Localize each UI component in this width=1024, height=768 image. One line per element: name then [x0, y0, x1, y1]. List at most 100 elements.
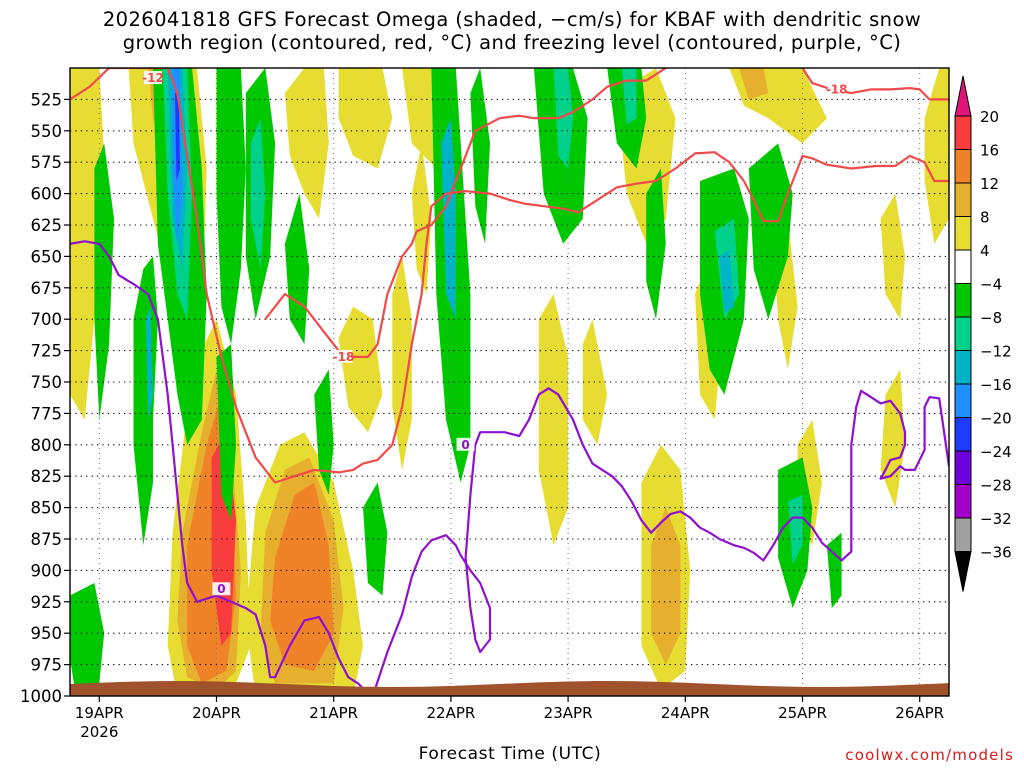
- x-tick-label-26APR: 26APR: [895, 704, 944, 722]
- colorbar-bin-3: [954, 216, 972, 251]
- y-tick-label-750: 750: [31, 373, 63, 392]
- omega-region-16: [338, 306, 383, 433]
- x-axis-label: Forecast Time (UTC): [418, 744, 602, 764]
- colorbar-label-9: −20: [980, 410, 1012, 428]
- ground-polygon: [70, 681, 949, 696]
- source-credit: coolwx.com/models: [845, 746, 1014, 764]
- colorbar-bin-7: [954, 350, 972, 385]
- colorbar-bin-11: [954, 484, 972, 519]
- colorbar-label-4: 4: [980, 242, 990, 260]
- omega-region-31: [70, 583, 105, 690]
- colorbar-top-triangle: [954, 75, 972, 117]
- colorbar-bin-0: [954, 115, 972, 150]
- dgz-contour-label-1: -18: [333, 350, 355, 364]
- y-tick-label-825: 825: [31, 467, 63, 486]
- colorbar: 20 16 12 8 4 −4 −8 −12 −16 −20 −24 −28 −32 −36: [954, 75, 1012, 592]
- dgz-contour-label-0: -12: [142, 71, 164, 85]
- omega-region-61: [363, 482, 388, 596]
- omega-region-56: [719, 250, 735, 313]
- colorbar-label-2: 12: [980, 175, 999, 193]
- x-tick-label-20APR: 20APR: [192, 704, 241, 722]
- freezing-contour-label-bg-0: [212, 582, 231, 596]
- omega-region-22: [651, 507, 681, 665]
- omega-region-11: [270, 482, 334, 671]
- title-line-2: growth region (contoured, red, °C) and f…: [122, 31, 902, 54]
- colorbar-label-10: −24: [980, 443, 1012, 461]
- grid-lines: [70, 68, 949, 696]
- colorbar-bin-2: [954, 182, 972, 217]
- x-tick-label-23APR: 23APR: [544, 704, 593, 722]
- omega-region-24: [739, 68, 769, 100]
- omega-shading: [70, 68, 949, 696]
- colorbar-bin-1: [954, 149, 972, 184]
- y-tick-label-775: 775: [31, 404, 63, 423]
- x-tick-label-19APR: 19APR: [75, 704, 124, 722]
- dgz-contour-label-2: -18: [826, 82, 848, 96]
- y-tick-label-700: 700: [31, 310, 63, 329]
- y-tick-label-675: 675: [31, 279, 63, 298]
- dgz-contours: -12 -18 -18: [70, 68, 949, 484]
- freezing-level-contours: 00: [70, 240, 949, 696]
- omega-region-32: [94, 143, 114, 420]
- colorbar-label-1: 16: [980, 142, 999, 160]
- colorbar-bin-9: [954, 417, 972, 452]
- y-tick-label-975: 975: [31, 656, 63, 675]
- colorbar-label-3: 8: [980, 209, 990, 227]
- freezing-contour-label-0: 0: [217, 582, 225, 596]
- omega-region-62: [646, 168, 666, 320]
- omega-region-17: [392, 256, 412, 470]
- x-tick-label-22APR: 22APR: [426, 704, 475, 722]
- y-tick-label-850: 850: [31, 499, 63, 518]
- chart-title: 2026041818 GFS Forecast Omega (shaded, −…: [0, 8, 1024, 54]
- omega-region-49: [470, 68, 490, 244]
- dgz-contour-label-bg-0: [144, 71, 163, 85]
- colorbar-bin-4: [954, 249, 972, 284]
- dgz-contour-label-bg-2: [827, 82, 846, 96]
- colorbar-label-8: −16: [980, 376, 1012, 394]
- freezing-contour-line-0: [70, 240, 369, 695]
- colorbar-label-5: −4: [980, 276, 1002, 294]
- y-tick-label-900: 900: [31, 561, 63, 580]
- x-tick-label-25APR: 25APR: [778, 704, 827, 722]
- y-tick-label-625: 625: [31, 216, 63, 235]
- y-tick-label-550: 550: [31, 122, 63, 141]
- omega-region-48: [441, 118, 456, 320]
- omega-region-28: [880, 193, 905, 320]
- omega-region-46: [314, 369, 334, 495]
- freezing-contour-label-bg-1: [456, 437, 475, 451]
- title-line-1: 2026041818 GFS Forecast Omega (shaded, −…: [102, 8, 922, 31]
- y-tick-label-725: 725: [31, 342, 63, 361]
- y-tick-label-950: 950: [31, 624, 63, 643]
- y-tick-label-800: 800: [31, 436, 63, 455]
- omega-region-18: [538, 294, 569, 546]
- omega-region-12: [284, 68, 329, 219]
- y-tick-label-525: 525: [31, 90, 63, 109]
- y-axis: 525 550 575 600 625 650 675 700 725 750 775 800 825 8…: [20, 90, 70, 706]
- x-tick-label-21APR: 21APR: [309, 704, 358, 722]
- dgz-contour-label-bg-1: [334, 349, 353, 363]
- y-tick-label-575: 575: [31, 153, 63, 172]
- dgz-contour-line-1: [264, 68, 667, 358]
- freezing-contour-label-1: 0: [461, 438, 469, 452]
- dgz-contour-line-2: [801, 68, 949, 101]
- ground-surface: [70, 681, 949, 696]
- x-tick-label-24APR: 24APR: [661, 704, 710, 722]
- colorbar-bottom-triangle: [954, 551, 972, 592]
- omega-region-0: [70, 68, 105, 420]
- omega-region-30: [924, 68, 949, 244]
- dgz-contour-line-0: [70, 68, 949, 484]
- omega-region-13: [338, 68, 393, 169]
- colorbar-label-0: 20: [980, 108, 999, 126]
- omega-region-57: [748, 143, 793, 320]
- omega-region-59: [787, 495, 803, 565]
- colorbar-label-7: −12: [980, 343, 1012, 361]
- omega-region-29: [880, 369, 905, 508]
- omega-region-40: [145, 306, 153, 420]
- colorbar-label-6: −8: [980, 309, 1002, 327]
- colorbar-bin-10: [954, 450, 972, 485]
- colorbar-label-13: −36: [980, 544, 1012, 562]
- y-tick-label-650: 650: [31, 247, 63, 266]
- y-tick-label-925: 925: [31, 593, 63, 612]
